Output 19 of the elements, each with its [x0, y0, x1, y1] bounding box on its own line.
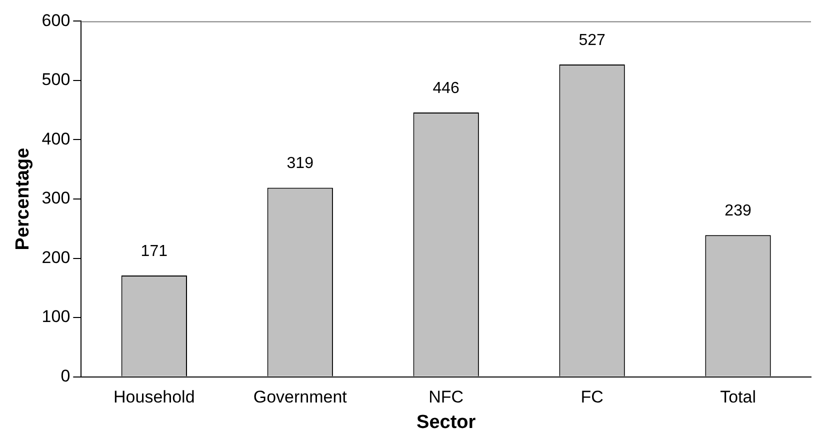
data-label: 239 — [724, 202, 752, 220]
y-tick-label: 200 — [42, 248, 70, 267]
y-tick-label: 0 — [60, 366, 70, 386]
y-tick-label: 500 — [42, 70, 70, 90]
y-tick-label: 100 — [42, 307, 70, 326]
x-tick-label: FC — [580, 388, 604, 407]
x-tick-label: Government — [253, 388, 348, 407]
data-label: 446 — [432, 80, 460, 97]
y-tick-label: 400 — [42, 129, 70, 148]
y-axis-title: Percentage — [12, 148, 34, 250]
x-tick-label: NFC — [428, 388, 464, 407]
x-axis-title: Sector — [416, 412, 476, 433]
data-label: 319 — [286, 155, 314, 172]
data-label: 527 — [578, 32, 606, 49]
x-tick-label: Household — [114, 388, 195, 407]
y-tick-label: 600 — [42, 10, 70, 30]
y-tick-label: 300 — [42, 188, 70, 208]
x-tick-label: Total — [720, 388, 756, 407]
data-label: 171 — [140, 242, 168, 260]
